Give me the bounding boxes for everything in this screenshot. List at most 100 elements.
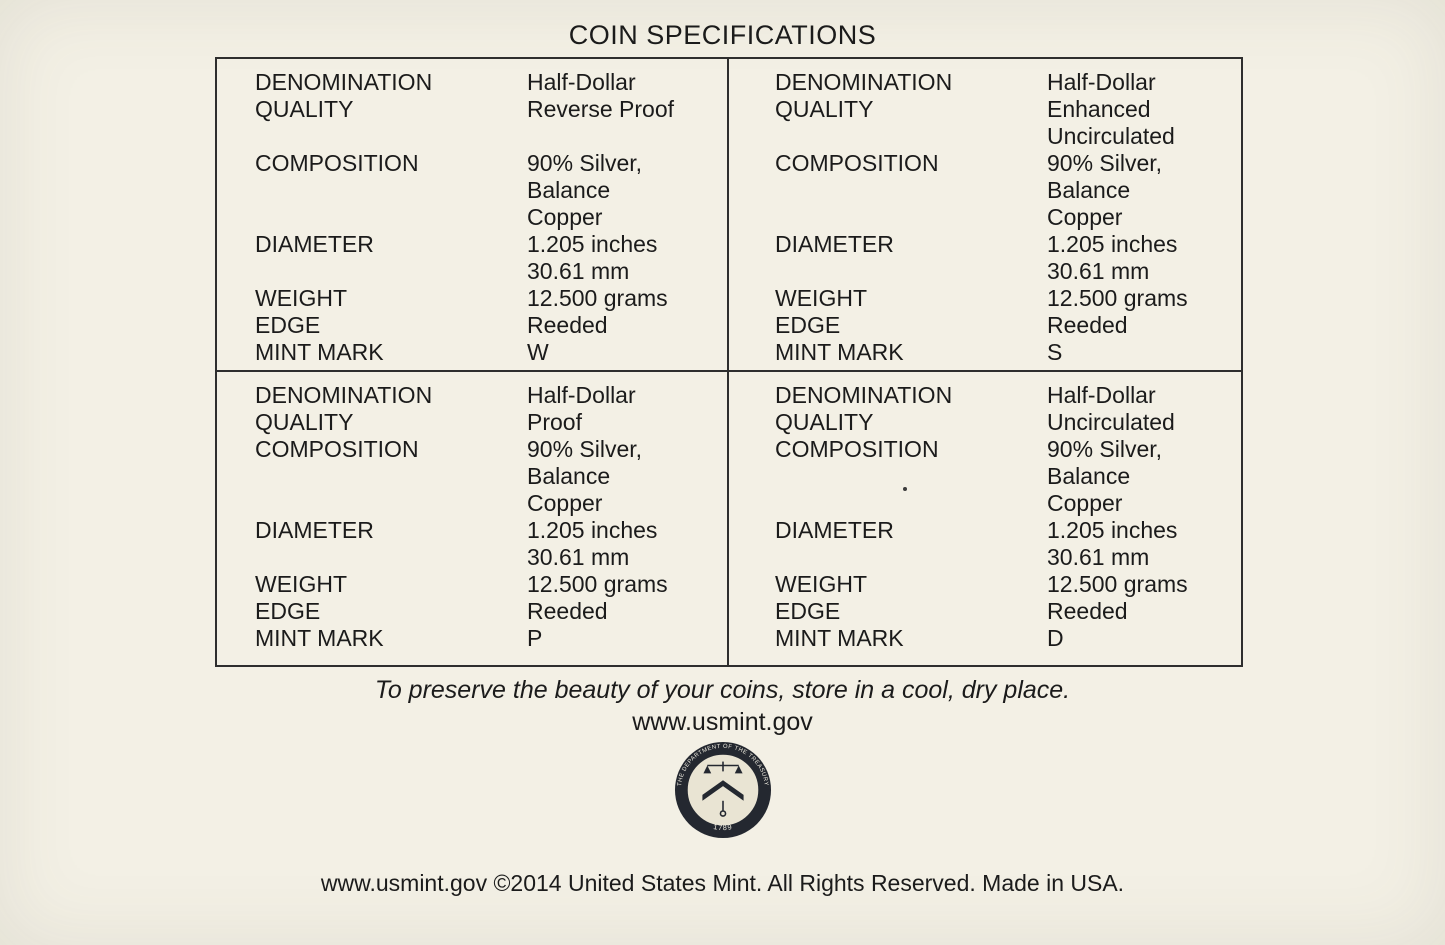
spec-label: QUALITY	[255, 96, 354, 122]
spec-row: MINT MARK W	[255, 339, 721, 366]
stray-mark	[903, 487, 907, 491]
spec-label: QUALITY	[775, 96, 874, 122]
spec-row: COMPOSITION 90% Silver, Balance Copper	[255, 150, 721, 231]
spec-row: DIAMETER 1.205 inches 30.61 mm	[255, 231, 721, 285]
spec-row: COMPOSITION 90% Silver, Balance Copper	[255, 436, 721, 517]
spec-row: MINT MARK P	[255, 625, 721, 652]
spec-table: DENOMINATION Half-Dollar QUALITY Reverse P…	[215, 57, 1243, 667]
spec-value: 1.205 inches 30.61 mm	[1047, 231, 1178, 284]
spec-quadrant-bottom-left: DENOMINATION Half-Dollar QUALITY Proof COM…	[217, 372, 729, 665]
spec-value: 12.500 grams	[1047, 571, 1188, 597]
spec-row: MINT MARK S	[775, 339, 1235, 366]
spec-label: MINT MARK	[255, 339, 384, 365]
chevron-icon	[701, 780, 744, 801]
spec-quadrant-bottom-right: DENOMINATION Half-Dollar QUALITY Uncircula…	[729, 372, 1241, 665]
spec-label: QUALITY	[255, 409, 354, 435]
spec-value: 90% Silver, Balance Copper	[1047, 436, 1163, 516]
care-note: To preserve the beauty of your coins, st…	[374, 676, 1071, 704]
spec-row: EDGE Reeded	[255, 598, 721, 625]
spec-label: DENOMINATION	[255, 382, 433, 408]
spec-label: QUALITY	[775, 409, 874, 435]
spec-value: Proof	[527, 409, 582, 435]
spec-value: Half-Dollar	[1047, 382, 1156, 408]
spec-label: DIAMETER	[255, 517, 374, 543]
spec-row: WEIGHT 12.500 grams	[255, 285, 721, 312]
spec-label: EDGE	[775, 598, 841, 624]
spec-label: WEIGHT	[255, 571, 347, 597]
spec-value: Half-Dollar	[527, 382, 636, 408]
spec-value: Reeded	[1047, 312, 1128, 338]
spec-row: COMPOSITION 90% Silver, Balance Copper	[775, 150, 1235, 231]
spec-value: 1.205 inches 30.61 mm	[527, 517, 658, 570]
spec-row: MINT MARK D	[775, 625, 1235, 652]
spec-value: Reverse Proof	[527, 96, 675, 122]
spec-value: Reeded	[527, 312, 608, 338]
spec-value: 1.205 inches 30.61 mm	[1047, 517, 1178, 570]
spec-label: MINT MARK	[255, 625, 384, 651]
seal-container: THE DEPARTMENT OF THE TREASURY 1789	[0, 741, 1445, 839]
spec-row: WEIGHT 12.500 grams	[775, 571, 1235, 598]
spec-value: Half-Dollar	[527, 69, 636, 95]
spec-label: WEIGHT	[255, 285, 347, 311]
spec-label: DENOMINATION	[255, 69, 433, 95]
key-icon	[719, 800, 726, 817]
mint-url: www.usmint.gov	[632, 708, 813, 736]
spec-row: DENOMINATION Half-Dollar	[255, 69, 721, 96]
spec-value: 90% Silver, Balance Copper	[527, 436, 643, 516]
spec-label: DIAMETER	[775, 231, 894, 257]
spec-label: DIAMETER	[775, 517, 894, 543]
spec-label: EDGE	[255, 598, 321, 624]
spec-value: D	[1047, 625, 1064, 651]
spec-value: 12.500 grams	[527, 285, 668, 311]
spec-label: EDGE	[775, 312, 841, 338]
spec-row: DIAMETER 1.205 inches 30.61 mm	[775, 231, 1235, 285]
spec-value: 12.500 grams	[527, 571, 668, 597]
spec-value: W	[527, 339, 549, 365]
page-title: COIN SPECIFICATIONS	[568, 20, 877, 50]
spec-label: COMPOSITION	[255, 150, 419, 176]
spec-label: COMPOSITION	[775, 436, 939, 462]
spec-label: DIAMETER	[255, 231, 374, 257]
spec-row: QUALITY Reverse Proof	[255, 96, 721, 123]
copyright-line: www.usmint.gov ©2014 United States Mint.…	[320, 870, 1125, 896]
spec-value: 90% Silver, Balance Copper	[527, 150, 643, 230]
spec-row: DIAMETER 1.205 inches 30.61 mm	[255, 517, 721, 571]
spec-row: DENOMINATION Half-Dollar	[775, 69, 1235, 96]
spec-value: Uncirculated	[1047, 409, 1175, 435]
spec-label: DENOMINATION	[775, 382, 953, 408]
spec-value: P	[527, 625, 543, 651]
spec-value: Reeded	[527, 598, 608, 624]
spec-row: EDGE Reeded	[775, 598, 1235, 625]
spec-label: WEIGHT	[775, 285, 867, 311]
spec-value: Reeded	[1047, 598, 1128, 624]
spec-value: Half-Dollar	[1047, 69, 1156, 95]
spec-value: 90% Silver, Balance Copper	[1047, 150, 1163, 230]
spec-label: MINT MARK	[775, 339, 904, 365]
spec-quadrant-top-right: DENOMINATION Half-Dollar QUALITY Enhanced …	[729, 59, 1241, 372]
spec-value: Enhanced Uncirculated	[1047, 96, 1175, 149]
spec-row: QUALITY Uncirculated	[775, 409, 1235, 436]
spec-label: COMPOSITION	[255, 436, 419, 462]
row-spacer	[255, 123, 721, 150]
spec-label: MINT MARK	[775, 625, 904, 651]
spec-value: S	[1047, 339, 1063, 365]
spec-row: WEIGHT 12.500 grams	[775, 285, 1235, 312]
spec-row: QUALITY Proof	[255, 409, 721, 436]
spec-value: 1.205 inches 30.61 mm	[527, 231, 658, 284]
spec-quadrant-top-left: DENOMINATION Half-Dollar QUALITY Reverse P…	[217, 59, 729, 372]
spec-label: WEIGHT	[775, 571, 867, 597]
scales-icon	[702, 761, 743, 774]
treasury-seal-icon: THE DEPARTMENT OF THE TREASURY 1789	[674, 741, 771, 839]
seal-year: 1789	[712, 822, 733, 832]
spec-label: COMPOSITION	[775, 150, 939, 176]
spec-row: WEIGHT 12.500 grams	[255, 571, 721, 598]
spec-row: DENOMINATION Half-Dollar	[775, 382, 1235, 409]
spec-row: QUALITY Enhanced Uncirculated	[775, 96, 1235, 150]
spec-row: DIAMETER 1.205 inches 30.61 mm	[775, 517, 1235, 571]
spec-label: DENOMINATION	[775, 69, 953, 95]
spec-row: EDGE Reeded	[255, 312, 721, 339]
spec-row: COMPOSITION 90% Silver, Balance Copper	[775, 436, 1235, 517]
spec-row: EDGE Reeded	[775, 312, 1235, 339]
spec-value: 12.500 grams	[1047, 285, 1188, 311]
